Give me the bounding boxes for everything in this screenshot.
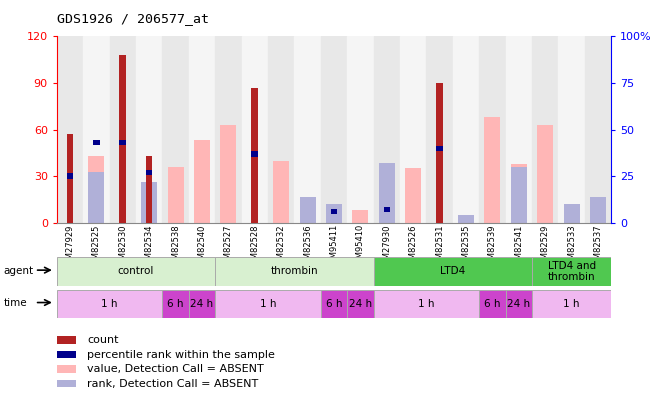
- Text: agent: agent: [3, 266, 33, 275]
- Bar: [353, 210, 368, 223]
- Bar: [321, 290, 347, 318]
- Bar: [57, 336, 76, 344]
- Text: 24 h: 24 h: [349, 299, 372, 309]
- Bar: [484, 117, 500, 223]
- Bar: [532, 290, 611, 318]
- Text: 6 h: 6 h: [326, 299, 342, 309]
- Bar: [273, 161, 289, 223]
- Bar: [268, 36, 295, 223]
- Text: time: time: [3, 298, 27, 308]
- Bar: [162, 290, 189, 318]
- Bar: [57, 290, 162, 318]
- Bar: [57, 365, 76, 373]
- Bar: [146, 170, 152, 175]
- Bar: [295, 36, 321, 223]
- Bar: [251, 88, 258, 223]
- Bar: [84, 36, 110, 223]
- Text: 1 h: 1 h: [102, 299, 118, 309]
- Text: LTD4: LTD4: [440, 266, 466, 276]
- Bar: [373, 36, 400, 223]
- Bar: [141, 182, 157, 223]
- Bar: [331, 209, 337, 214]
- Bar: [300, 197, 315, 223]
- Bar: [558, 36, 584, 223]
- Bar: [194, 141, 210, 223]
- Bar: [373, 290, 479, 318]
- Bar: [511, 164, 527, 223]
- Text: 1 h: 1 h: [418, 299, 435, 309]
- Bar: [590, 197, 606, 223]
- Bar: [57, 257, 215, 286]
- Text: count: count: [88, 335, 119, 345]
- Bar: [379, 163, 395, 223]
- Text: 6 h: 6 h: [168, 299, 184, 309]
- Bar: [400, 36, 426, 223]
- Bar: [532, 257, 611, 286]
- Bar: [57, 351, 76, 358]
- Bar: [120, 55, 126, 223]
- Bar: [215, 257, 373, 286]
- Bar: [67, 173, 73, 179]
- Text: thrombin: thrombin: [271, 266, 318, 276]
- Bar: [57, 36, 84, 223]
- Bar: [88, 156, 104, 223]
- Text: GDS1926 / 206577_at: GDS1926 / 206577_at: [57, 12, 209, 25]
- Bar: [67, 134, 73, 223]
- Bar: [506, 290, 532, 318]
- Bar: [93, 140, 100, 145]
- Text: 24 h: 24 h: [190, 299, 214, 309]
- Bar: [120, 140, 126, 145]
- Bar: [189, 36, 215, 223]
- Bar: [426, 36, 453, 223]
- Text: 24 h: 24 h: [507, 299, 530, 309]
- Bar: [532, 36, 558, 223]
- Text: control: control: [118, 266, 154, 276]
- Bar: [453, 36, 479, 223]
- Text: 1 h: 1 h: [260, 299, 277, 309]
- Bar: [383, 207, 390, 213]
- Bar: [479, 36, 506, 223]
- Bar: [146, 156, 152, 223]
- Text: 6 h: 6 h: [484, 299, 500, 309]
- Text: rank, Detection Call = ABSENT: rank, Detection Call = ABSENT: [88, 379, 259, 389]
- Bar: [110, 36, 136, 223]
- Bar: [405, 168, 421, 223]
- Bar: [564, 204, 580, 223]
- Bar: [136, 36, 162, 223]
- Bar: [436, 145, 443, 151]
- Bar: [347, 36, 373, 223]
- Bar: [373, 257, 532, 286]
- Bar: [162, 36, 189, 223]
- Bar: [347, 290, 373, 318]
- Text: percentile rank within the sample: percentile rank within the sample: [88, 350, 275, 360]
- Bar: [189, 290, 215, 318]
- Bar: [220, 125, 236, 223]
- Bar: [321, 36, 347, 223]
- Bar: [326, 204, 342, 223]
- Bar: [215, 290, 321, 318]
- Bar: [584, 36, 611, 223]
- Bar: [57, 380, 76, 387]
- Bar: [537, 125, 553, 223]
- Bar: [458, 215, 474, 223]
- Text: value, Detection Call = ABSENT: value, Detection Call = ABSENT: [88, 364, 264, 374]
- Bar: [436, 83, 443, 223]
- Bar: [506, 36, 532, 223]
- Bar: [215, 36, 242, 223]
- Bar: [242, 36, 268, 223]
- Text: LTD4 and
thrombin: LTD4 and thrombin: [548, 260, 596, 282]
- Bar: [251, 151, 258, 157]
- Bar: [88, 173, 104, 223]
- Bar: [168, 167, 184, 223]
- Text: 1 h: 1 h: [563, 299, 580, 309]
- Bar: [511, 167, 527, 223]
- Bar: [479, 290, 506, 318]
